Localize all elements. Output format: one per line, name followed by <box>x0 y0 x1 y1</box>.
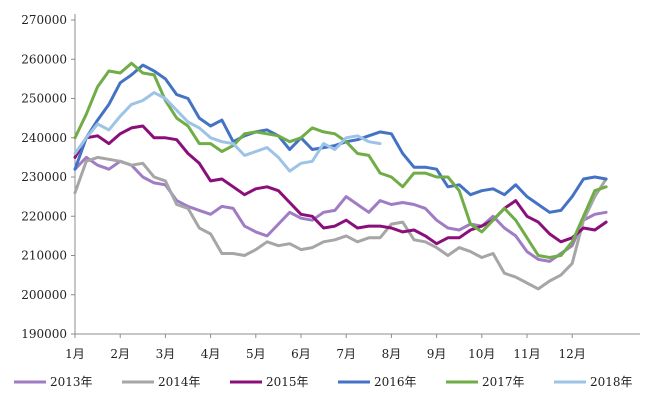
x-tick-label: 9月 <box>427 347 447 361</box>
legend-label: 2014年 <box>158 375 201 389</box>
series-line-2015年 <box>73 124 608 246</box>
y-tick-label: 270000 <box>21 13 67 27</box>
series-line-2013年 <box>73 155 608 263</box>
series-line-2018年 <box>73 91 382 173</box>
legend-label: 2016年 <box>374 375 417 389</box>
legend-label: 2015年 <box>266 375 309 389</box>
legend-label: 2013年 <box>50 375 93 389</box>
x-tick-label: 11月 <box>513 347 540 361</box>
y-tick-label: 210000 <box>21 249 67 263</box>
series-line-2014年 <box>73 155 608 291</box>
y-tick-label: 190000 <box>21 327 67 341</box>
legend-label: 2017年 <box>482 375 525 389</box>
y-tick-label: 200000 <box>21 288 67 302</box>
x-tick-label: 6月 <box>291 347 311 361</box>
x-tick-label: 4月 <box>201 347 221 361</box>
x-tick-label: 2月 <box>110 347 130 361</box>
y-tick-label: 240000 <box>21 131 67 145</box>
x-tick-label: 8月 <box>382 347 402 361</box>
x-tick-label: 7月 <box>336 347 356 361</box>
x-tick-label: 10月 <box>468 347 495 361</box>
y-tick-label: 230000 <box>21 170 67 184</box>
x-tick-label: 12月 <box>559 347 586 361</box>
x-tick-label: 3月 <box>156 347 176 361</box>
legend-label: 2018年 <box>590 375 633 389</box>
x-tick-label: 5月 <box>246 347 266 361</box>
x-tick-label: 1月 <box>65 347 85 361</box>
y-tick-label: 260000 <box>21 52 67 66</box>
y-tick-label: 220000 <box>21 209 67 223</box>
y-tick-label: 250000 <box>21 92 67 106</box>
